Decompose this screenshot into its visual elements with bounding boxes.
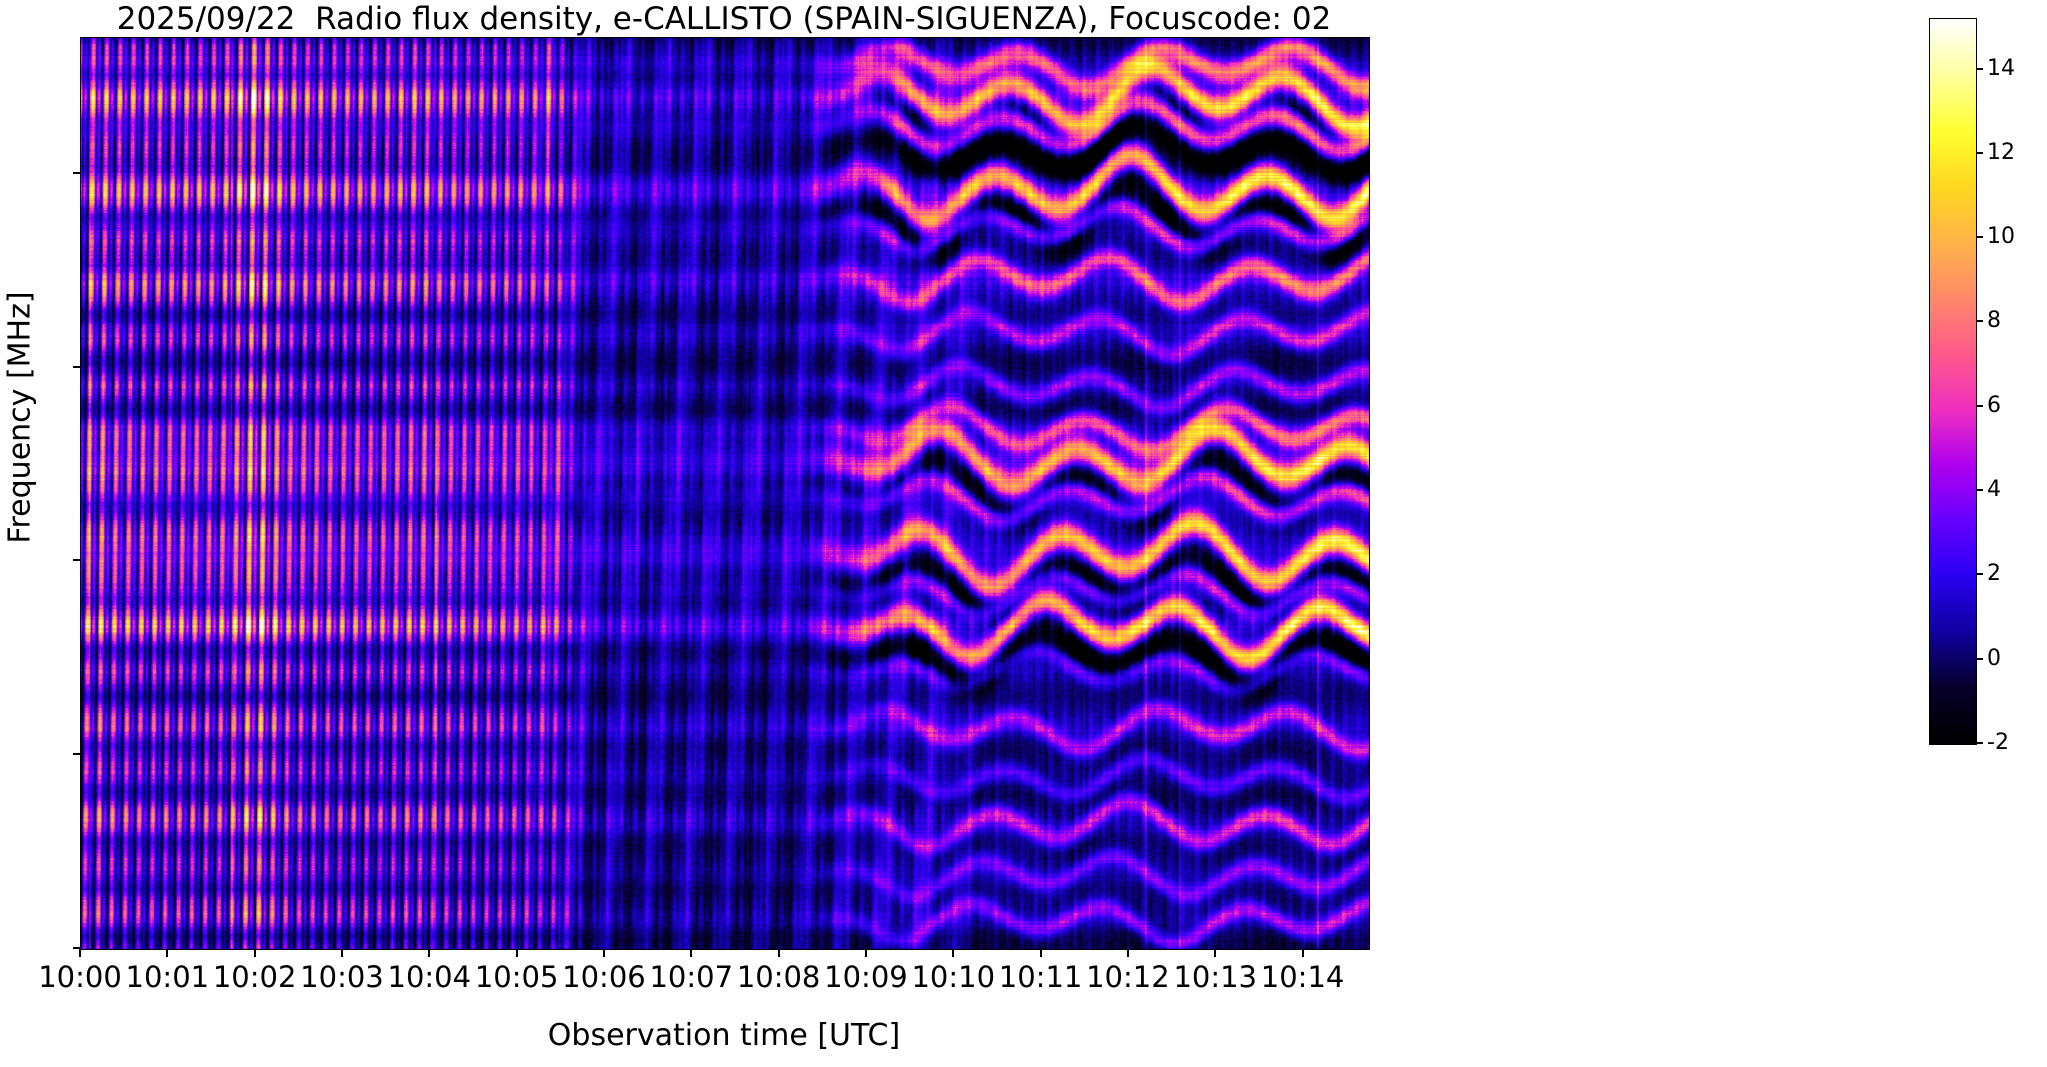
colorbar-tick-label: 2: [1987, 561, 2001, 587]
y-tick-mark: [73, 365, 81, 368]
x-tick-label: 10:12: [1086, 960, 1170, 994]
x-tick-label: 10:08: [736, 960, 821, 994]
x-tick-label: 10:05: [474, 960, 559, 994]
colorbar-tick-mark: [1976, 151, 1983, 154]
spectrogram-image: [81, 38, 1369, 949]
colorbar-tick-label: 8: [1987, 308, 2001, 334]
colorbar-tick-label: 6: [1987, 392, 2001, 418]
colorbar-tick-mark: [1976, 67, 1983, 70]
colorbar-tick-mark: [1976, 657, 1983, 660]
x-tick-label: 10:11: [998, 960, 1083, 994]
x-tick-mark: [777, 949, 780, 957]
x-tick-label: 10:07: [649, 960, 734, 994]
x-tick-label: 10:06: [562, 960, 646, 994]
y-tick-mark: [73, 559, 81, 562]
y-axis-label: Frequency [MHz]: [2, 291, 38, 544]
colorbar-tick-label: 4: [1987, 477, 2001, 503]
colorbar-tick-label: 0: [1987, 645, 2001, 671]
x-tick-mark: [253, 949, 256, 957]
colorbar-gradient: [1930, 19, 1976, 744]
x-axis-label: Observation time [UTC]: [547, 1018, 901, 1053]
colorbar-tick-label: 10: [1987, 224, 2015, 250]
colorbar-tick-mark: [1976, 404, 1983, 407]
x-tick-mark: [864, 949, 867, 957]
x-tick-label: 10:01: [125, 960, 210, 994]
y-tick-mark: [73, 753, 81, 756]
x-tick-mark: [1126, 949, 1129, 957]
x-tick-mark: [166, 949, 169, 957]
colorbar-tick-mark: [1976, 320, 1983, 323]
y-tick-mark: [73, 947, 81, 949]
colorbar-tick-label: 14: [1987, 55, 2015, 81]
x-tick-label: 10:00: [38, 960, 122, 994]
x-tick-mark: [515, 949, 518, 957]
colorbar-tick-mark: [1976, 236, 1983, 239]
x-tick-mark: [1039, 949, 1042, 957]
colorbar-tick-mark: [1976, 742, 1983, 744]
spectrogram-axes[interactable]: [80, 37, 1370, 950]
x-tick-label: 10:02: [212, 960, 297, 994]
x-tick-label: 10:13: [1173, 960, 1258, 994]
x-tick-mark: [1214, 949, 1217, 957]
x-tick-mark: [340, 949, 343, 957]
x-tick-label: 10:04: [387, 960, 472, 994]
colorbar-tick-label: 12: [1987, 139, 2015, 165]
x-tick-label: 10:09: [824, 960, 908, 994]
x-tick-mark: [690, 949, 693, 957]
colorbar-tick-mark: [1976, 489, 1983, 492]
x-tick-mark: [428, 949, 431, 957]
x-tick-label: 10:03: [300, 960, 384, 994]
x-tick-label: 10:14: [1260, 960, 1345, 994]
x-tick-mark: [602, 949, 605, 957]
page-title: 2025/09/22 Radio flux density, e-CALLIST…: [116, 1, 1332, 37]
x-tick-mark: [79, 949, 81, 957]
colorbar-tick-mark: [1976, 573, 1983, 576]
colorbar-tick-label: -2: [1987, 730, 2009, 755]
y-tick-mark: [73, 171, 81, 174]
x-tick-mark: [952, 949, 955, 957]
x-tick-mark: [1301, 949, 1304, 957]
colorbar[interactable]: [1929, 18, 1977, 745]
x-tick-label: 10:10: [911, 960, 996, 994]
